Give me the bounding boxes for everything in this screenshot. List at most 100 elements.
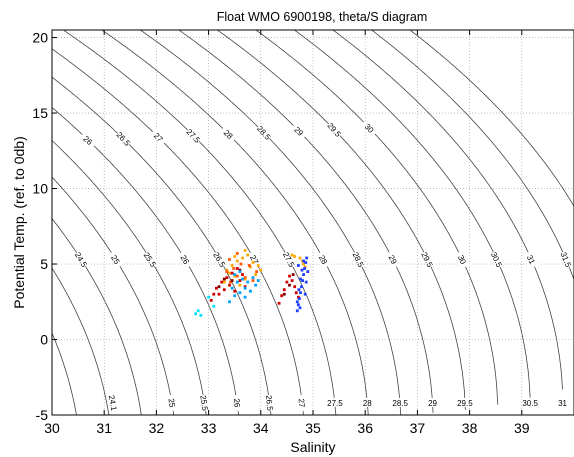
data-point — [222, 277, 226, 281]
data-point — [302, 273, 305, 276]
data-point — [282, 288, 286, 292]
data-point — [212, 304, 216, 308]
data-point — [199, 314, 203, 317]
data-point — [298, 256, 302, 260]
axis-ticks: 30 31 32 33 34 35 36 37 38 39 -5 0 5 10 15 20 — [32, 30, 529, 436]
contour-label-bg — [219, 125, 238, 143]
data-point — [217, 292, 221, 296]
chart-title: Float WMO 6900198, theta/S diagram — [217, 10, 428, 24]
data-point — [251, 261, 255, 264]
data-point — [294, 291, 298, 295]
data-point — [303, 267, 306, 270]
data-point — [238, 268, 242, 272]
data-point — [306, 270, 310, 273]
contour-label: 28.5 — [351, 251, 366, 269]
density-contour — [293, 30, 531, 398]
contour-label-bg — [73, 250, 90, 269]
data-point — [230, 271, 234, 275]
density-contour — [52, 140, 207, 415]
contour-label: 24.1 — [107, 394, 119, 412]
data-point — [256, 279, 260, 282]
x-tick-label: 33 — [201, 420, 217, 436]
data-point — [295, 300, 299, 304]
contour-label-bg — [185, 126, 203, 145]
data-point — [215, 286, 218, 290]
x-tick-label: 36 — [357, 420, 373, 436]
contour-label: 27.5 — [184, 127, 202, 145]
data-point — [256, 264, 260, 267]
data-point — [239, 262, 243, 266]
data-point — [230, 279, 234, 282]
contour-label-bg — [264, 394, 276, 412]
data-point — [293, 285, 297, 289]
density-contour — [52, 48, 304, 415]
contour-label: 29.5 — [419, 251, 434, 269]
contour-label-bg — [420, 250, 436, 269]
data-point — [243, 285, 247, 289]
contour-label: 28 — [363, 399, 372, 408]
data-point — [288, 274, 291, 278]
contour-label: 27 — [248, 254, 260, 267]
data-point — [235, 267, 239, 270]
contour-label-bg — [351, 250, 367, 269]
density-contour — [216, 30, 466, 410]
data-point — [225, 276, 229, 279]
data-point — [243, 295, 247, 299]
data-point — [225, 268, 229, 272]
data-point — [290, 253, 294, 257]
y-tick-label: -5 — [36, 407, 49, 423]
data-point — [235, 259, 239, 263]
contour-label: 30.5 — [489, 251, 504, 269]
data-point — [241, 256, 244, 260]
data-point — [241, 273, 244, 276]
data-point — [232, 267, 236, 270]
data-point — [238, 279, 242, 282]
data-point — [251, 276, 255, 279]
contour-label: 27 — [297, 398, 307, 408]
density-contour — [52, 76, 272, 415]
contour-label-bg — [115, 129, 133, 148]
data-point — [235, 274, 239, 278]
data-point — [300, 268, 304, 272]
data-point — [228, 258, 231, 261]
data-point — [298, 306, 302, 310]
contour-label: 31.5 — [559, 251, 573, 269]
data-point — [277, 301, 281, 305]
data-point — [301, 279, 304, 282]
data-point — [298, 297, 301, 301]
data-point — [293, 255, 297, 258]
data-point — [297, 295, 300, 299]
contour-label-bg — [559, 250, 574, 269]
contour-label-bg — [79, 131, 98, 149]
contour-label: 30 — [456, 254, 468, 266]
data-point — [302, 262, 305, 266]
data-point — [233, 273, 237, 276]
contour-label-bg — [290, 121, 309, 140]
contour-label-bg — [150, 127, 168, 146]
y-tick-label: 0 — [40, 332, 48, 348]
data-point — [302, 259, 305, 263]
data-point — [222, 288, 226, 292]
data-point — [285, 280, 289, 284]
contour-label-bg — [522, 397, 539, 407]
contour-label-bg — [524, 250, 540, 269]
data-points — [194, 249, 310, 317]
contour-label: 26.5 — [211, 251, 227, 269]
contour-label-bg — [247, 250, 263, 269]
data-point — [233, 274, 237, 278]
data-point — [235, 280, 239, 284]
contour-label-bg — [455, 250, 471, 269]
x-axis-label: Salinity — [290, 439, 335, 455]
data-point — [246, 280, 250, 284]
x-tick-label: 31 — [96, 420, 112, 436]
data-point — [282, 292, 286, 296]
data-point — [297, 288, 301, 292]
data-point — [291, 273, 295, 276]
contour-label: 29 — [386, 254, 398, 266]
contour-label: 27.5 — [281, 251, 297, 269]
density-contour — [101, 30, 369, 415]
data-point — [194, 312, 197, 316]
contour-label: 25.5 — [142, 251, 158, 269]
data-point — [243, 286, 247, 290]
